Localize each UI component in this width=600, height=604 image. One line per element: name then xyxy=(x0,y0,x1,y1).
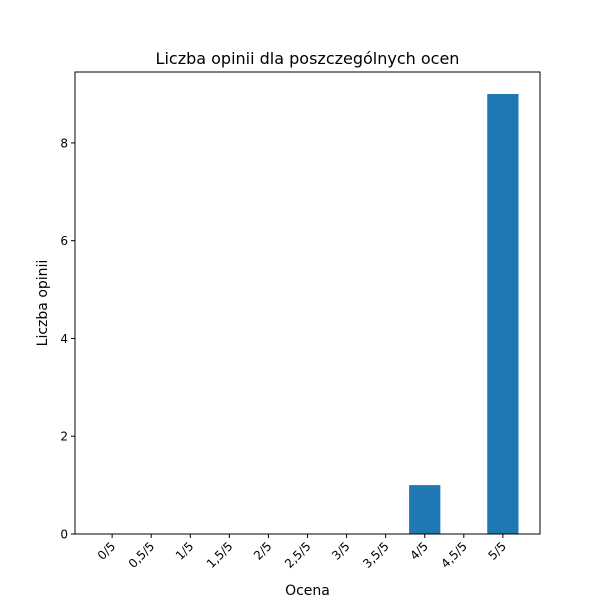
x-axis-label: Ocena xyxy=(285,583,330,599)
y-axis: 0 2 4 6 8 xyxy=(60,136,75,542)
y-tick-label: 6 xyxy=(60,234,68,248)
y-tick-label: 2 xyxy=(60,430,68,444)
y-tick-label: 0 xyxy=(60,528,68,542)
y-tick-label: 8 xyxy=(60,136,68,150)
y-axis-label: Liczba opinii xyxy=(35,260,51,347)
bar-5-5 xyxy=(487,94,519,534)
bars-layer xyxy=(409,94,519,534)
bar-4-5 xyxy=(409,485,441,534)
chart-title: Liczba opinii dla poszczególnych ocen xyxy=(156,49,460,68)
plot-frame xyxy=(74,71,541,535)
y-tick-label: 4 xyxy=(60,332,68,346)
